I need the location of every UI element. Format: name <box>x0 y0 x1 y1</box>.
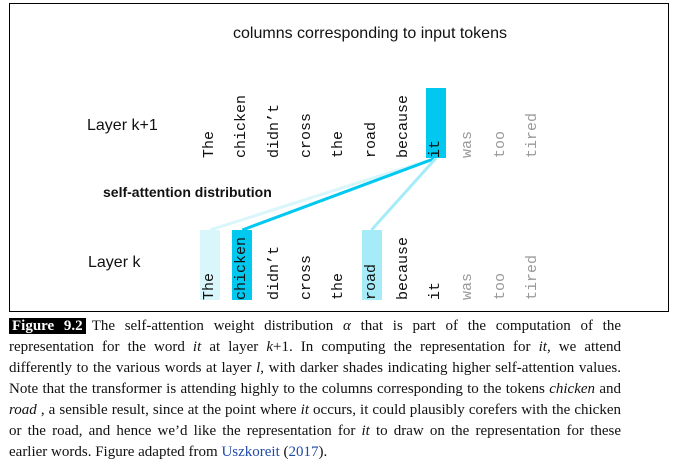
citation-open: ( <box>279 444 289 460</box>
figure-label: Figure 9.2 <box>9 318 86 334</box>
caption-text-5: , with darker shades indicating higher s… <box>9 360 621 397</box>
citation-year-link[interactable]: 2017 <box>288 444 319 460</box>
attention-line-chicken <box>241 156 437 232</box>
figure-frame <box>9 3 669 312</box>
caption-word-chicken: chicken <box>549 381 596 397</box>
caption-text-9: to draw on the representation for these … <box>9 423 622 460</box>
caption-layer-l: l <box>256 360 261 376</box>
figure-title: columns corresponding to input tokens <box>233 25 507 42</box>
caption-word-road: road <box>9 402 37 418</box>
caption-text-2: that is part of the computation of the r… <box>9 318 621 355</box>
caption-word-it-4: it <box>361 423 370 439</box>
caption-text-3: at layer <box>201 339 267 355</box>
caption-text-4: we attend differently to the various wor… <box>9 339 621 376</box>
layer-top-label: Layer k+1 <box>87 117 158 134</box>
caption-text-7: , a sensible result, since at the point … <box>36 402 301 418</box>
layer-bottom-label: Layer k <box>88 254 141 271</box>
caption-word-it-3: it <box>300 402 309 418</box>
attention-line-the <box>209 156 437 232</box>
caption-text-8: occurs, it could plausibly corefers with… <box>9 402 621 439</box>
figure-caption: Figure 9.2 The self-attention weight dist… <box>9 316 621 463</box>
citation-close: ). <box>318 444 328 460</box>
caption-word-it-2: it, <box>538 339 551 355</box>
attention-line-road <box>370 156 438 232</box>
caption-text-1: The self-attention weight distribution <box>91 318 343 334</box>
citation-author-link[interactable]: Uszkoreit <box>221 444 280 460</box>
caption-text-3b: +1. In computing the representation for <box>272 339 539 355</box>
caption-word-it: it <box>192 339 202 355</box>
caption-text-6: and <box>595 381 621 397</box>
caption-layer-k: k <box>266 339 273 355</box>
caption-alpha: α <box>342 318 351 334</box>
attention-label: self-attention distribution <box>103 184 272 200</box>
